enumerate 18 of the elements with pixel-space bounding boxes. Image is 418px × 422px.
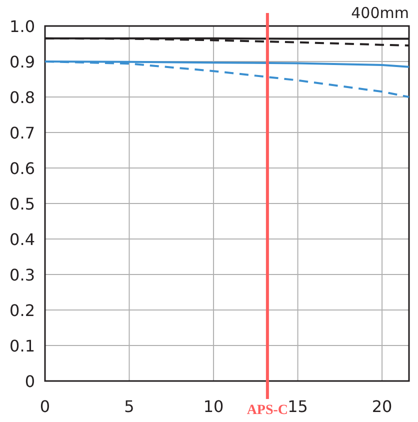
y-tick-label: 1.0 [10,17,35,36]
y-tick-label: 0.7 [10,124,35,142]
x-tick-label: 10 [203,397,224,416]
ref-line-label: APS-C [246,403,288,418]
y-tick-label: 0 [24,372,35,391]
x-tick-label: 20 [372,397,392,416]
y-tick-label: 0.8 [10,88,35,107]
x-tick-label: 5 [124,397,134,416]
y-tick-label: 0.3 [10,266,35,284]
x-tick-label: 15 [288,397,308,416]
chart-title: 400mm [351,4,409,22]
y-tick-label: 0.4 [10,230,35,249]
y-tick-label: 0.5 [10,194,35,214]
y-tick-label: 0.2 [10,301,35,320]
y-tick-label: 0.1 [10,336,35,356]
x-tick-label: 0 [40,397,50,416]
y-tick-label: 0.9 [10,52,35,72]
y-tick-label: 0.6 [10,159,35,178]
